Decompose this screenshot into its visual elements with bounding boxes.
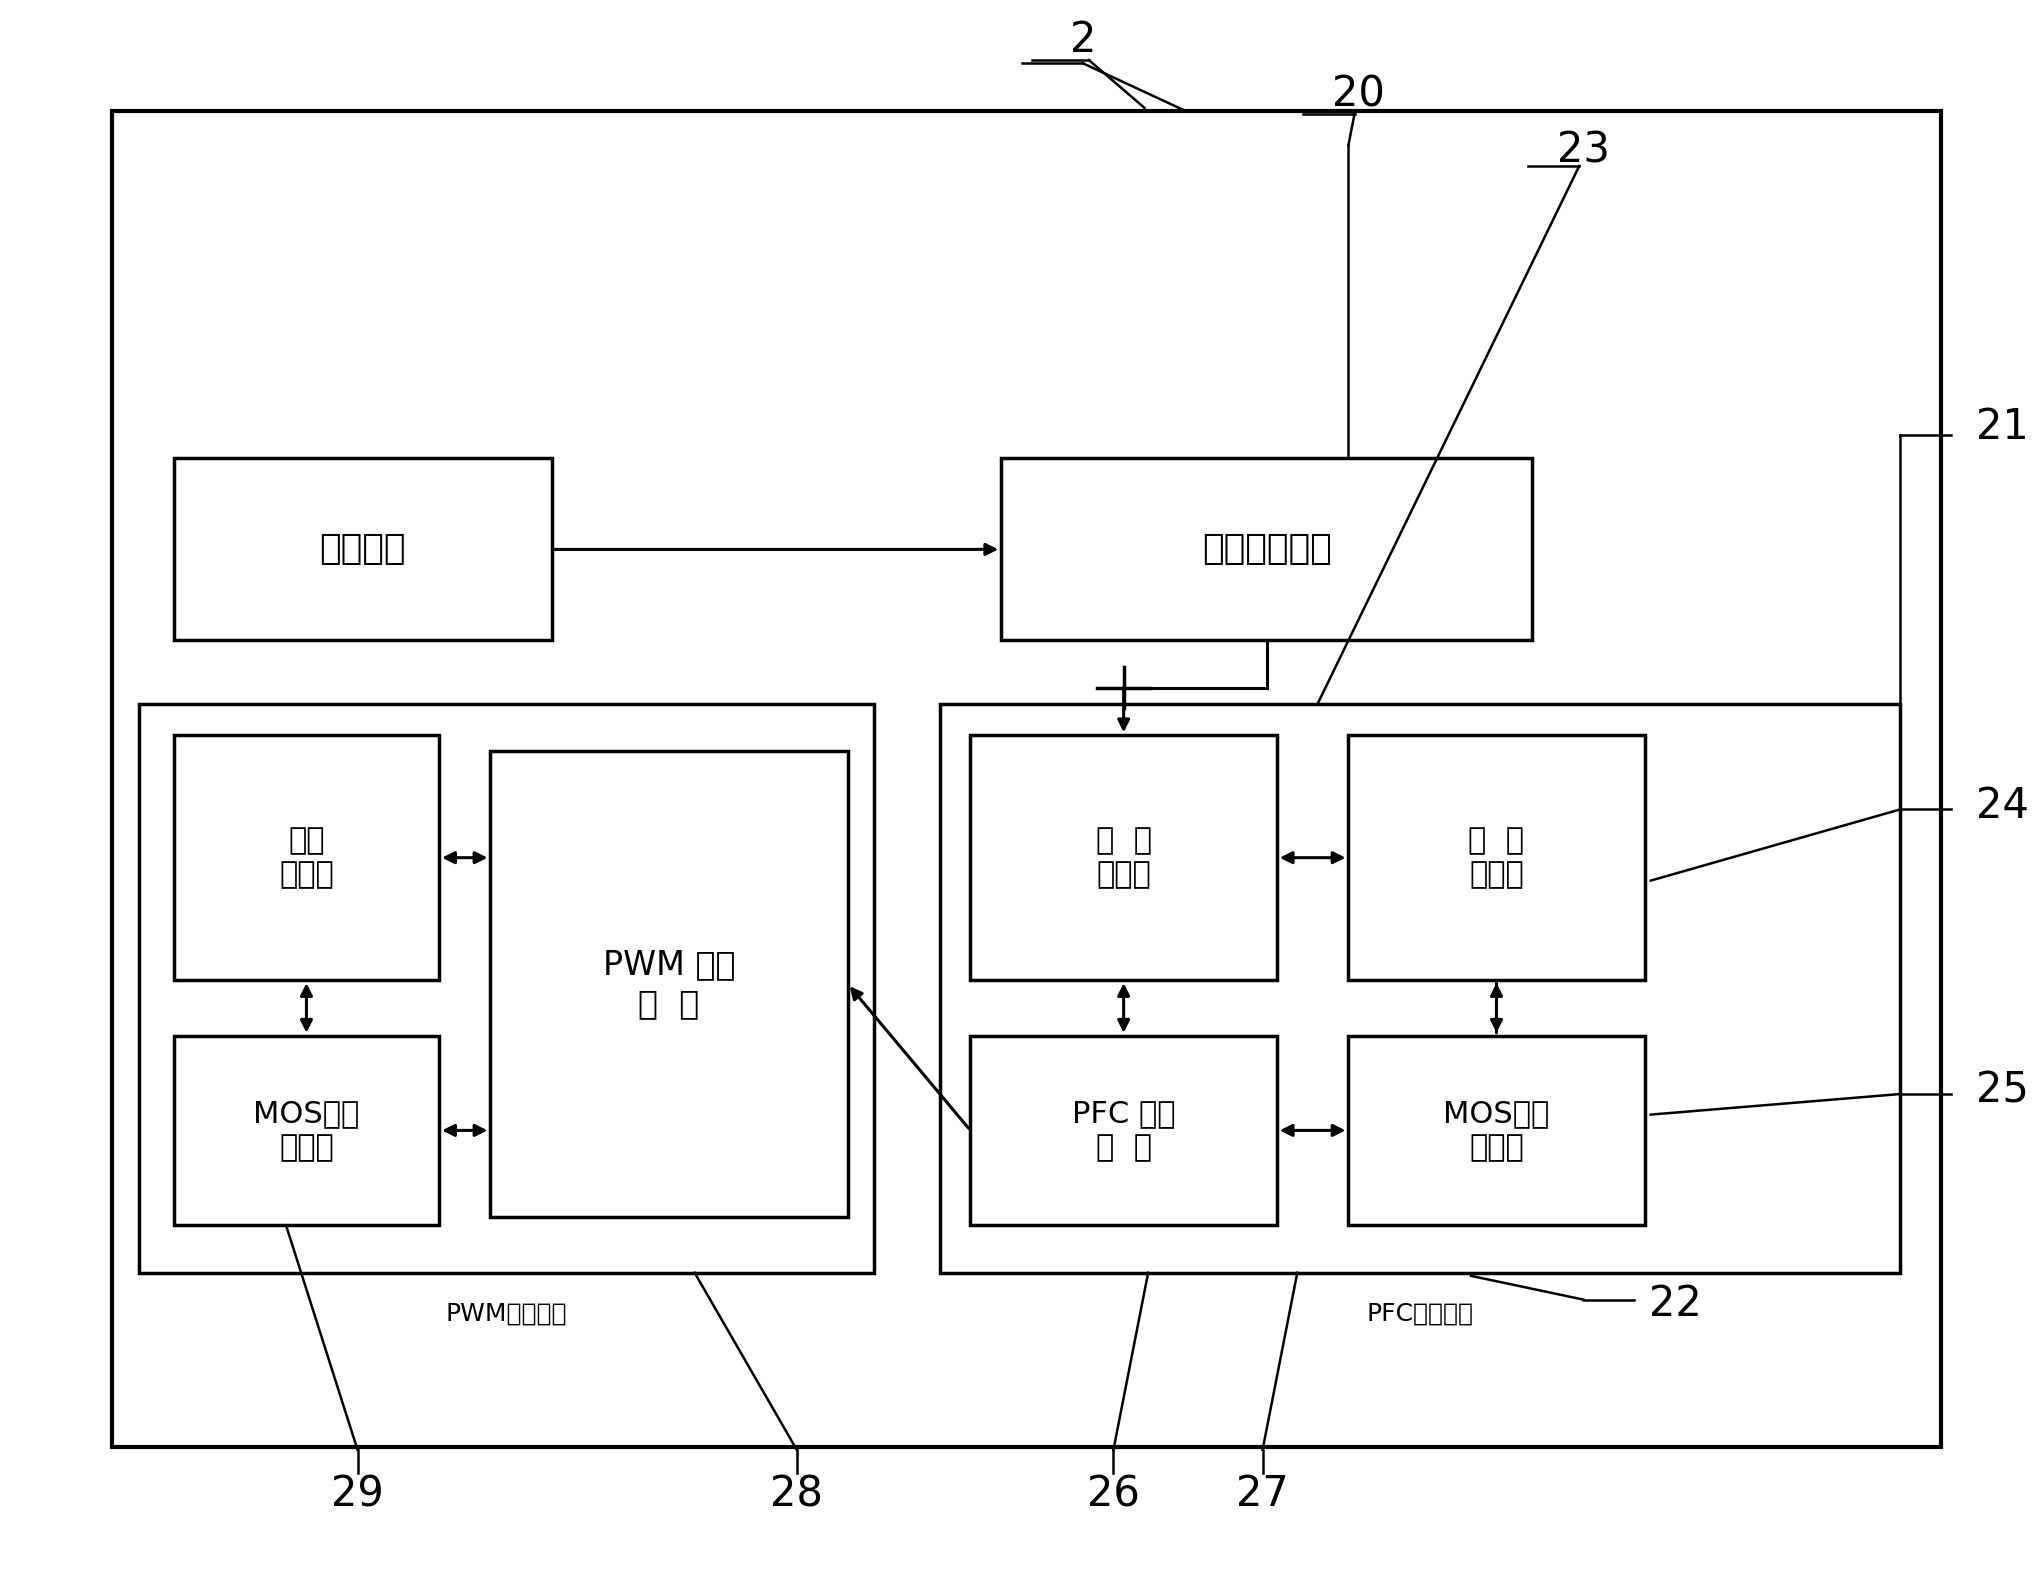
Text: MOS管开
关电路: MOS管开 关电路 xyxy=(253,1099,360,1162)
Text: 2: 2 xyxy=(1071,19,1095,60)
Text: 28: 28 xyxy=(770,1473,823,1515)
Text: 21: 21 xyxy=(1976,406,2029,447)
Bar xyxy=(174,458,552,640)
Text: 26: 26 xyxy=(1087,1473,1140,1515)
Bar xyxy=(1348,735,1645,980)
Text: 29: 29 xyxy=(331,1473,384,1515)
Text: PFC控制电路: PFC控制电路 xyxy=(1367,1301,1473,1325)
Bar xyxy=(112,111,1941,1447)
Text: 升  压
变压器: 升 压 变压器 xyxy=(1095,827,1152,889)
Text: 桥式整流电路: 桥式整流电路 xyxy=(1201,533,1332,566)
Bar xyxy=(139,704,874,1273)
Text: 20: 20 xyxy=(1332,74,1385,115)
Bar xyxy=(174,1036,439,1225)
Bar xyxy=(1348,1036,1645,1225)
Text: PWM控制电路: PWM控制电路 xyxy=(445,1301,568,1325)
Text: 27: 27 xyxy=(1236,1473,1289,1515)
Text: 交流输入: 交流输入 xyxy=(319,533,407,566)
Bar xyxy=(940,704,1900,1273)
Bar xyxy=(1001,458,1532,640)
Text: MOS管开
关电路: MOS管开 关电路 xyxy=(1442,1099,1551,1162)
Text: 23: 23 xyxy=(1557,130,1610,171)
Text: 升  压
二极管: 升 压 二极管 xyxy=(1469,827,1524,889)
Text: 功率
变压器: 功率 变压器 xyxy=(280,827,333,889)
Text: PFC 控制
芯  片: PFC 控制 芯 片 xyxy=(1073,1099,1175,1162)
Text: 24: 24 xyxy=(1976,786,2029,827)
Text: 22: 22 xyxy=(1649,1284,1702,1325)
Text: 25: 25 xyxy=(1976,1070,2029,1111)
Bar xyxy=(970,1036,1277,1225)
Bar xyxy=(174,735,439,980)
Bar xyxy=(970,735,1277,980)
Text: PWM 控制
芯  片: PWM 控制 芯 片 xyxy=(603,949,735,1020)
Bar xyxy=(490,751,848,1217)
